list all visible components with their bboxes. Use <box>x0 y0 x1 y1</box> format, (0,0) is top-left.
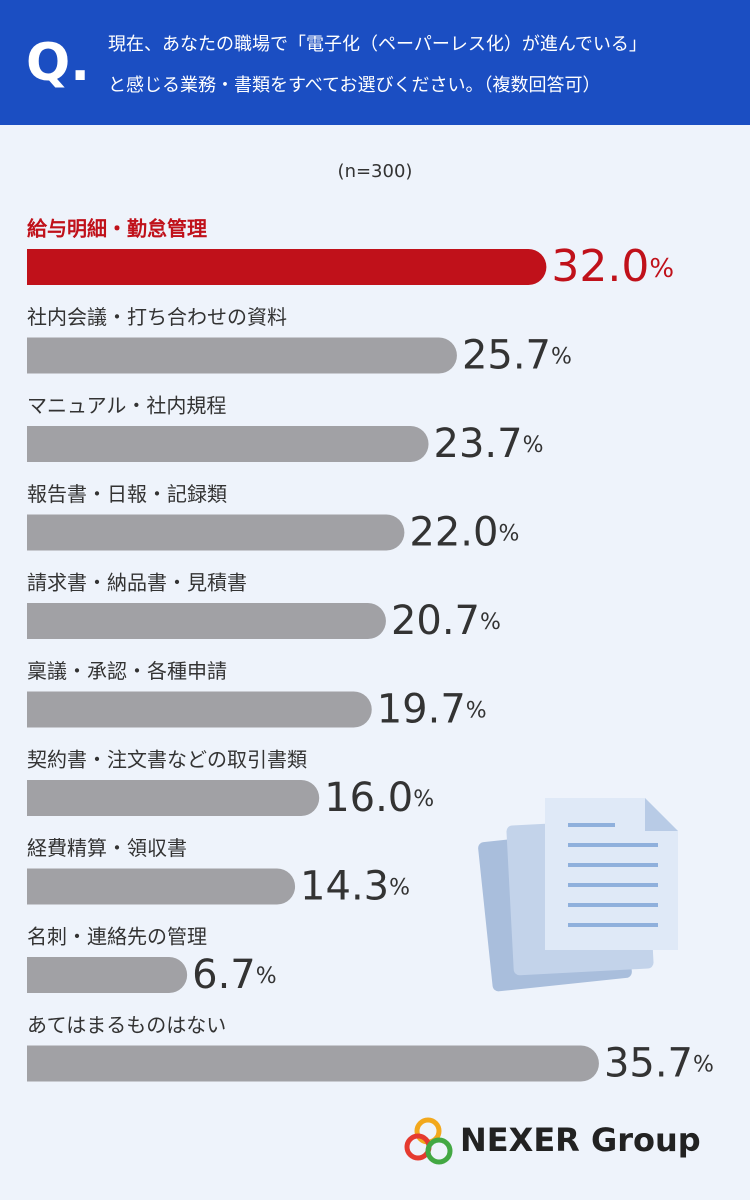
header <box>0 0 750 125</box>
category-label: 稟議・承認・各種申請 <box>27 659 227 683</box>
value-unit: % <box>649 254 674 284</box>
category-label: 報告書・日報・記録類 <box>27 482 227 506</box>
bar <box>27 337 457 374</box>
bar <box>27 780 320 816</box>
bar <box>27 868 296 905</box>
category-label: 社内会議・打ち合わせの資料 <box>27 305 287 329</box>
bar <box>27 514 405 551</box>
category-label: 名刺・連絡先の管理 <box>27 925 207 949</box>
value-label: 25.7% <box>462 333 572 379</box>
value-label: 16.0% <box>324 775 434 821</box>
value-label: 14.3% <box>300 864 410 910</box>
value-unit: % <box>256 964 277 989</box>
bar <box>27 1045 599 1082</box>
value-number: 14.3 <box>300 864 389 910</box>
value-unit: % <box>498 522 519 547</box>
value-number: 22.0 <box>409 510 498 556</box>
bar <box>27 957 188 993</box>
value-unit: % <box>551 345 572 370</box>
value-label: 23.7% <box>434 421 544 467</box>
brand: NEXER Group <box>460 1121 701 1159</box>
value-unit: % <box>693 1053 714 1078</box>
value-label: 22.0% <box>409 510 519 556</box>
value-label: 20.7% <box>391 598 501 644</box>
value-unit: % <box>480 610 501 635</box>
value-unit: % <box>389 876 410 901</box>
question-mark: Q. <box>26 33 90 93</box>
value-number: 6.7 <box>192 952 256 998</box>
brand-logo <box>404 1117 453 1165</box>
value-number: 20.7 <box>391 598 480 644</box>
value-label: 32.0% <box>551 241 674 292</box>
category-label: 契約書・注文書などの取引書類 <box>27 748 307 772</box>
value-number: 23.7 <box>434 421 523 467</box>
category-label: 請求書・納品書・見積書 <box>27 571 247 595</box>
value-unit: % <box>523 433 544 458</box>
value-number: 16.0 <box>324 775 413 821</box>
category-label: 給与明細・勤怠管理 <box>27 217 207 241</box>
bar <box>27 603 386 639</box>
category-label: あてはまるものはない <box>27 1013 226 1037</box>
title: と感じる業務・書類をすべてお選びください。（複数回答可） <box>108 75 600 96</box>
value-number: 35.7 <box>604 1041 693 1087</box>
value-label: 35.7% <box>604 1041 714 1087</box>
bar <box>27 691 372 728</box>
category-label: マニュアル・社内規程 <box>27 394 226 418</box>
category-label: 経費精算・領収書 <box>27 836 187 860</box>
value-label: 6.7% <box>192 952 277 998</box>
document-icon <box>478 798 678 992</box>
title: 現在、あなたの職場で「電子化（ペーパーレス化）が進んでいる」 <box>108 34 647 55</box>
bar <box>27 426 429 462</box>
bar <box>27 249 547 285</box>
value-number: 32.0 <box>551 241 649 292</box>
subtitle: (n=300) <box>338 161 413 182</box>
value-unit: % <box>466 699 487 724</box>
value-number: 19.7 <box>377 687 466 733</box>
value-number: 25.7 <box>462 333 551 379</box>
value-label: 19.7% <box>377 687 487 733</box>
value-unit: % <box>413 787 434 812</box>
